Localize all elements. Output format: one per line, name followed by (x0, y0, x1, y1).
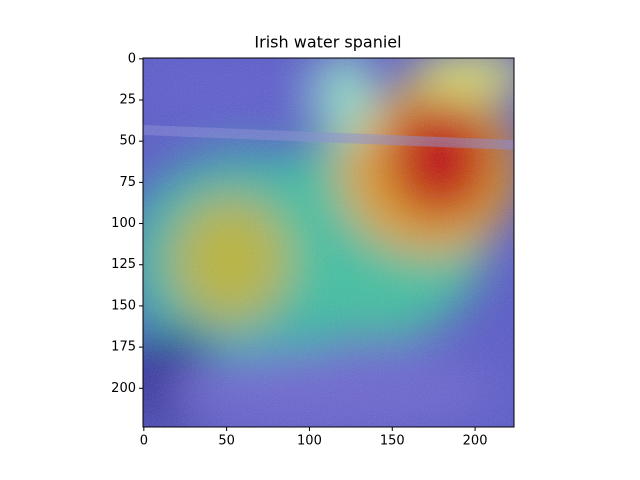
x-tick-label: 50 (218, 434, 235, 449)
axes-frame (142, 57, 515, 428)
y-tick-label: 175 (111, 340, 136, 355)
x-tick-label: 0 (140, 434, 148, 449)
x-tick-label: 200 (463, 434, 488, 449)
y-tick-label: 200 (111, 381, 136, 396)
x-tick-label: 150 (380, 434, 405, 449)
y-tick-label: 0 (128, 51, 136, 66)
heatmap-image (143, 58, 514, 427)
chart-title: Irish water spaniel (254, 33, 401, 52)
y-tick-label: 100 (111, 216, 136, 231)
y-tick-label: 150 (111, 298, 136, 313)
y-tick-label: 25 (119, 93, 136, 108)
y-tick-label: 75 (119, 175, 136, 190)
y-tick-label: 50 (119, 134, 136, 149)
y-tick-label: 125 (111, 257, 136, 272)
x-tick-label: 100 (297, 434, 322, 449)
